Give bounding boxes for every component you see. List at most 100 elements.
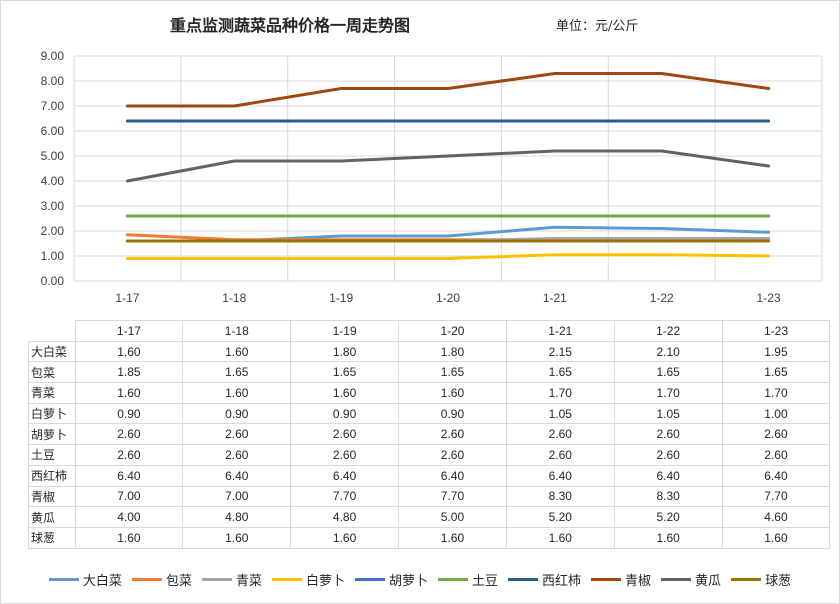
table-cell: 7.70 xyxy=(398,485,507,508)
legend-item: 黄瓜 xyxy=(661,570,721,589)
line-chart: 0.00 1.00 2.00 3.00 4.00 5.00 6.00 7.00 8.00 9.00… xyxy=(41,49,823,305)
x-tick-label: 1-17 xyxy=(115,291,139,305)
table-cell: 1.70 xyxy=(721,382,831,404)
chart-legend: 大白菜 包菜 青菜 白萝卜 胡萝卜 土豆 西红柿 青椒 黄瓜 球葱 xyxy=(0,570,840,589)
y-tick-label: 3.00 xyxy=(41,199,65,213)
table-cell: 4.80 xyxy=(182,506,292,528)
legend-swatch xyxy=(591,578,622,581)
table-row-label: 大白菜 xyxy=(28,340,76,363)
table-cell: 1.60 xyxy=(398,526,507,549)
table-cell: 1.60 xyxy=(505,526,615,549)
table-row: 黄瓜 4.00 4.80 4.80 5.00 5.20 5.20 4.60 xyxy=(28,506,831,528)
table-header-cell: 1-18 xyxy=(182,320,292,342)
table-cell: 6.40 xyxy=(721,464,831,487)
table-cell: 1.65 xyxy=(505,361,615,384)
legend-swatch xyxy=(48,578,79,581)
table-cell: 6.40 xyxy=(182,464,292,487)
unit-label: 单位：元/公斤 xyxy=(556,19,639,34)
table-cell: 6.40 xyxy=(505,464,615,487)
table-cell: 5.20 xyxy=(505,506,615,528)
table-cell: 1.95 xyxy=(721,340,831,363)
legend-label: 青菜 xyxy=(235,574,262,589)
table-cell: 1.60 xyxy=(398,382,507,404)
table-row: 青菜 1.60 1.60 1.60 1.60 1.70 1.70 1.70 xyxy=(28,382,831,404)
y-tick-label: 6.00 xyxy=(41,124,65,138)
table-cell: 1.00 xyxy=(721,402,831,425)
legend-item: 胡萝卜 xyxy=(354,570,428,589)
table-cell: 0.90 xyxy=(398,402,507,425)
x-tick-label: 1-21 xyxy=(543,291,567,305)
y-tick-label: 1.00 xyxy=(41,249,65,263)
legend-swatch xyxy=(131,578,162,581)
table-header-cell: 1-20 xyxy=(398,320,507,342)
table-row-label: 包菜 xyxy=(28,361,76,384)
legend-label: 黄瓜 xyxy=(695,574,722,589)
table-cell: 1.05 xyxy=(505,402,615,425)
table-cell: 2.60 xyxy=(613,444,723,466)
legend-label: 西红柿 xyxy=(542,574,582,589)
legend-item: 包菜 xyxy=(131,570,192,589)
table-cell: 1.05 xyxy=(613,402,723,425)
legend-label: 白萝卜 xyxy=(305,574,345,589)
table-cell: 4.00 xyxy=(74,506,184,528)
table-row-label: 胡萝卜 xyxy=(28,423,76,446)
legend-item: 大白菜 xyxy=(48,570,122,589)
data-table: 1-17 1-18 1-19 1-20 1-21 1-22 1-23 大白菜 1.60 1.60 1… xyxy=(28,320,831,549)
table-cell: 0.90 xyxy=(182,402,292,425)
table-cell: 2.60 xyxy=(182,423,292,446)
table-cell: 1.65 xyxy=(182,361,292,384)
table-cell: 6.40 xyxy=(613,464,723,487)
table-cell: 1.80 xyxy=(290,340,400,363)
table-row: 大白菜 1.60 1.60 1.80 1.80 2.15 2.10 1.95 xyxy=(28,340,831,363)
table-row: 包菜 1.85 1.65 1.65 1.65 1.65 1.65 1.65 xyxy=(28,361,831,384)
legend-item: 西红柿 xyxy=(508,570,581,589)
legend-label: 球葱 xyxy=(765,574,792,589)
legend-item: 青椒 xyxy=(591,570,651,589)
table-cell: 6.40 xyxy=(398,464,507,487)
y-tick-label: 7.00 xyxy=(41,99,65,113)
table-cell: 2.15 xyxy=(505,340,615,363)
table-row-label: 青菜 xyxy=(28,382,76,404)
table-cell: 1.80 xyxy=(398,340,507,363)
table-cell: 2.60 xyxy=(74,444,184,466)
table-row-label: 白萝卜 xyxy=(28,402,76,425)
y-tick-label: 9.00 xyxy=(41,49,65,63)
table-header-row: 1-17 1-18 1-19 1-20 1-21 1-22 1-23 xyxy=(28,320,831,342)
table-cell: 8.30 xyxy=(613,485,723,508)
legend-label: 包菜 xyxy=(165,574,192,589)
chart-title: 重点监测蔬菜品种价格一周走势图 xyxy=(170,16,411,35)
legend-item: 白萝卜 xyxy=(271,570,345,589)
table-cell: 1.60 xyxy=(613,526,723,549)
x-tick-label: 1-18 xyxy=(222,291,246,305)
legend-swatch xyxy=(354,578,385,581)
table-row: 土豆 2.60 2.60 2.60 2.60 2.60 2.60 2.60 xyxy=(28,444,831,466)
table-cell: 7.00 xyxy=(74,485,184,508)
table-cell: 0.90 xyxy=(74,402,184,425)
legend-item: 土豆 xyxy=(438,570,498,589)
table-cell: 2.60 xyxy=(505,444,615,466)
table-cell: 1.70 xyxy=(613,382,723,404)
x-tick-label: 1-23 xyxy=(757,291,781,305)
table-cell: 1.60 xyxy=(290,526,400,549)
x-tick-label: 1-19 xyxy=(329,291,353,305)
table-cell: 1.65 xyxy=(290,361,400,384)
table-cell: 1.60 xyxy=(182,526,292,549)
table-cell: 7.70 xyxy=(290,485,400,508)
table-cell: 1.60 xyxy=(74,340,184,363)
legend-label: 大白菜 xyxy=(82,574,122,589)
table-row-label: 土豆 xyxy=(28,444,76,466)
table-row: 胡萝卜 2.60 2.60 2.60 2.60 2.60 2.60 2.60 xyxy=(28,423,831,446)
legend-label: 胡萝卜 xyxy=(388,574,428,589)
series-line-8 xyxy=(125,149,771,183)
series-line-3 xyxy=(125,253,771,260)
legend-swatch xyxy=(201,578,232,581)
table-cell: 2.60 xyxy=(398,423,507,446)
table-cell: 1.65 xyxy=(721,361,831,384)
table-row-label: 球葱 xyxy=(28,526,76,549)
table-cell: 2.60 xyxy=(398,444,507,466)
table-corner-cell xyxy=(28,320,76,342)
table-cell: 4.60 xyxy=(721,506,831,528)
table-cell: 1.65 xyxy=(613,361,723,384)
y-tick-label: 4.00 xyxy=(41,174,65,188)
table-row-label: 青椒 xyxy=(28,485,76,508)
